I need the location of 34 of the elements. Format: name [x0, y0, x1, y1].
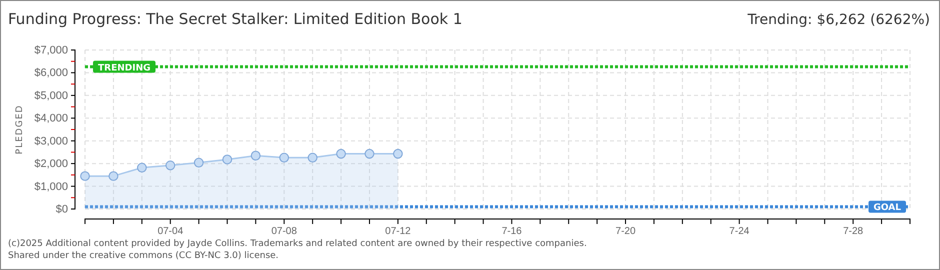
ref-line-label: TRENDING: [98, 63, 150, 74]
text: Shared under the creative commons (CC BY-NC 3.0) license.: [8, 251, 279, 261]
x-tick-label: 07-04: [158, 226, 184, 238]
x-tick-label: 7-20: [616, 226, 636, 238]
y-axis-title: PLEDGED: [15, 104, 25, 154]
point: [108, 171, 118, 181]
x-tick-label: 07-08: [271, 226, 298, 238]
point: [222, 154, 232, 164]
x-tick-label: 7-16: [502, 226, 522, 238]
point: [165, 160, 176, 170]
y-tick-label: $5,000: [34, 90, 68, 102]
point: [80, 171, 90, 181]
y-tick-label: $6,000: [34, 67, 68, 80]
point: [308, 152, 318, 163]
point: [336, 148, 346, 159]
y-tick-label: $2,000: [34, 158, 68, 170]
point: [364, 148, 374, 159]
chart-subtitle: Trending: $6,262 (6262%): [746, 12, 930, 28]
y-tick-label: $3,000: [34, 135, 68, 148]
x-tick-label: 7-24: [729, 226, 750, 238]
x-tick-label: 07-12: [385, 226, 412, 238]
point: [194, 158, 204, 168]
point: [250, 150, 261, 160]
ref-line-label: GOAL: [874, 203, 902, 214]
point: [279, 152, 290, 163]
y-tick-label: $7,000: [34, 44, 68, 57]
point: [137, 162, 147, 173]
y-tick-label: $1,000: [34, 180, 68, 193]
chart-title: Funding Progress: The Secret Stalker: Limited Edition Book 1: [8, 10, 462, 28]
x-tick-label: 7-28: [843, 226, 864, 238]
y-tick-label: $4,000: [34, 112, 68, 125]
y-tick-label: $0: [56, 204, 68, 216]
point: [393, 148, 403, 159]
text: (c)2025 Additional content provided by Jayde Collins. Trademarks and related content are owned by their respective companies.: [8, 239, 587, 249]
